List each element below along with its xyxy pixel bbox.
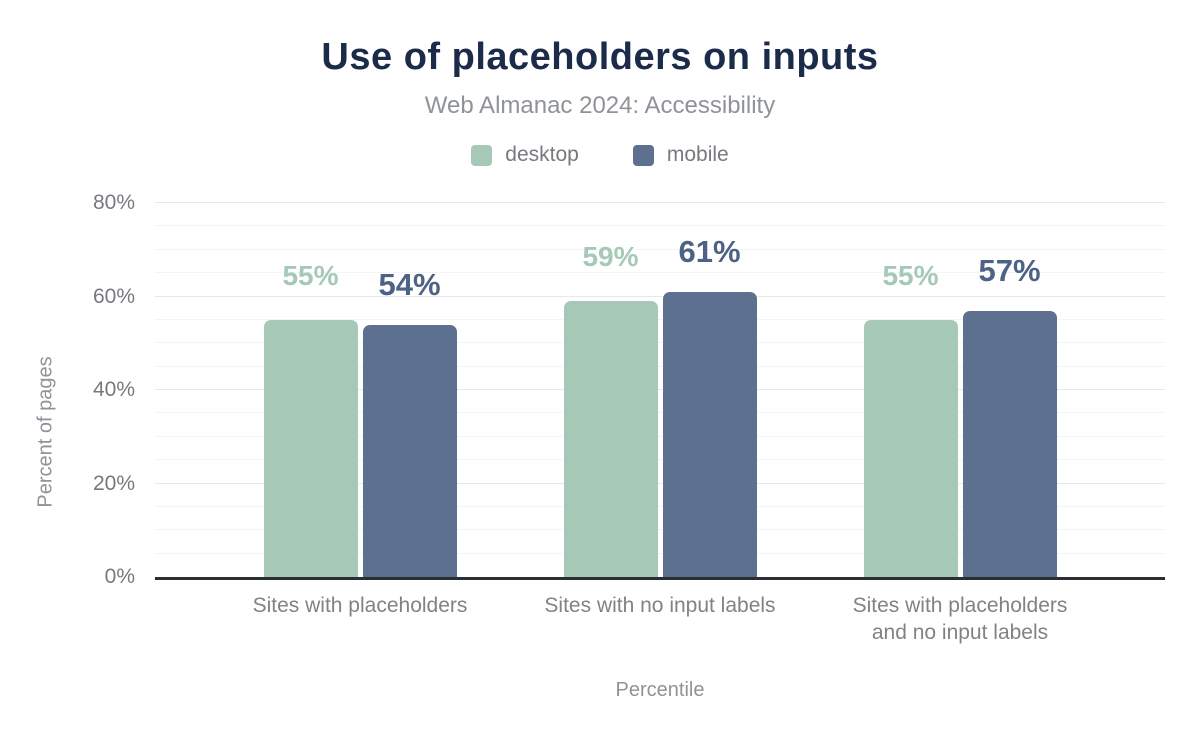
y-tick-label: 60% [92, 284, 135, 308]
minor-gridline [155, 318, 1165, 320]
legend: desktop mobile [0, 143, 1200, 167]
legend-label-desktop: desktop [505, 143, 579, 166]
legend-swatch-desktop [471, 144, 493, 166]
x-category-label-2: Sites with placeholders and no input lab… [852, 594, 1068, 645]
major-gridline [155, 202, 1165, 203]
minor-gridline [155, 459, 1165, 461]
x-axis-title: Percentile [615, 679, 705, 701]
y-tick-label: 40% [92, 378, 135, 401]
bar-desktop-0[interactable]: 55% [263, 260, 358, 577]
bar-group-0: 55% 54% [210, 203, 510, 577]
bar-desktop-2[interactable]: 55% [863, 260, 958, 577]
value-label-desktop-1: 59% [582, 241, 639, 273]
minor-gridline [155, 412, 1165, 414]
minor-gridline [155, 529, 1165, 531]
minor-gridline [155, 435, 1165, 437]
y-tick-label: 80% [92, 191, 135, 214]
value-label-mobile-0: 54% [378, 266, 441, 302]
minor-gridline [155, 505, 1165, 507]
bar-group-2: 55% 57% [810, 203, 1110, 577]
bar-mobile-1[interactable]: 61% [662, 234, 757, 577]
value-label-mobile-2: 57% [978, 252, 1041, 288]
minor-gridline [155, 342, 1165, 344]
x-axis-labels: Sites with placeholders Sites with no inp… [155, 592, 1165, 648]
major-gridline [155, 482, 1165, 484]
y-axis-title: Percent of pages [34, 356, 57, 508]
major-gridline [155, 295, 1165, 297]
minor-gridline [155, 365, 1165, 367]
value-label-desktop-0: 55% [282, 259, 339, 291]
plot-area: 0% 20% 40% 60% 80% 55% 54% 59% 61% 55% 57% [93, 191, 1165, 588]
legend-item-mobile: mobile [632, 143, 729, 167]
chart-title: Use of placeholders on inputs [321, 36, 879, 78]
minor-gridline [155, 225, 1165, 227]
x-category-label-1: Sites with no input labels [544, 594, 776, 617]
legend-item-desktop: desktop [471, 143, 579, 167]
chart-subtitle: Web Almanac 2024: Accessibility [424, 92, 776, 119]
value-label-desktop-2: 55% [882, 259, 939, 291]
bar-mobile-2[interactable]: 57% [962, 253, 1057, 577]
minor-gridline [155, 248, 1165, 250]
y-tick-label: 0% [104, 565, 135, 588]
x-category-label-0: Sites with placeholders [252, 594, 468, 617]
legend-label-mobile: mobile [666, 143, 729, 166]
bar-desktop-1[interactable]: 59% [563, 241, 658, 577]
bar-mobile-0[interactable]: 54% [362, 267, 457, 577]
minor-gridline [155, 552, 1165, 554]
minor-gridline [155, 272, 1165, 274]
y-tick-label: 20% [92, 471, 135, 495]
value-label-mobile-1: 61% [678, 233, 741, 269]
major-gridline [155, 389, 1165, 390]
bar-group-1: 59% 61% [510, 203, 810, 577]
legend-swatch-mobile [632, 144, 654, 166]
